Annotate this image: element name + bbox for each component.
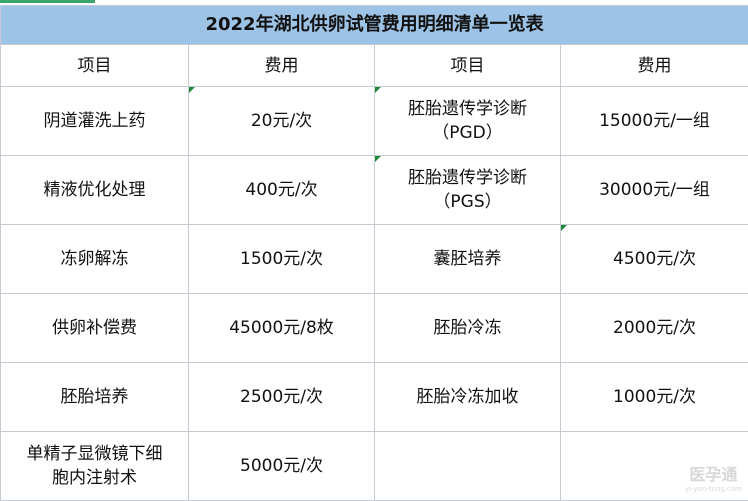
fee-cell[interactable]: 1000元/次: [561, 363, 748, 432]
fee-cell[interactable]: 2000元/次: [561, 294, 748, 363]
item-cell[interactable]: 单精子显微镜下细 胞内注射术: [1, 432, 189, 501]
fee-cell[interactable]: 20元/次: [189, 87, 375, 156]
item-cell[interactable]: 胚胎培养: [1, 363, 189, 432]
item-cell[interactable]: 阴道灌洗上药: [1, 87, 189, 156]
fee-cell[interactable]: 15000元/一组: [561, 87, 748, 156]
selected-column-indicator: [0, 0, 95, 3]
fee-cell[interactable]: 4500元/次: [561, 225, 748, 294]
item-cell[interactable]: 精液优化处理: [1, 156, 189, 225]
item-cell[interactable]: [375, 432, 561, 501]
fee-cell[interactable]: 5000元/次: [189, 432, 375, 501]
item-cell[interactable]: 胚胎冷冻加收: [375, 363, 561, 432]
table-title[interactable]: 2022年湖北供卵试管费用明细清单一览表: [1, 6, 748, 45]
item-cell[interactable]: 囊胚培养: [375, 225, 561, 294]
fee-cell[interactable]: 2500元/次: [189, 363, 375, 432]
fee-cell[interactable]: 1500元/次: [189, 225, 375, 294]
item-cell[interactable]: 冻卵解冻: [1, 225, 189, 294]
fee-cell[interactable]: 400元/次: [189, 156, 375, 225]
item-cell[interactable]: 胚胎冷冻: [375, 294, 561, 363]
header-fee[interactable]: 费用: [189, 45, 375, 87]
item-cell[interactable]: 胚胎遗传学诊断 （PGD）: [375, 87, 561, 156]
header-item[interactable]: 项目: [375, 45, 561, 87]
item-cell[interactable]: 供卵补偿费: [1, 294, 189, 363]
item-cell[interactable]: 胚胎遗传学诊断 （PGS）: [375, 156, 561, 225]
fee-cell[interactable]: 30000元/一组: [561, 156, 748, 225]
fee-cell[interactable]: 45000元/8枚: [189, 294, 375, 363]
header-fee[interactable]: 费用: [561, 45, 748, 87]
header-item[interactable]: 项目: [1, 45, 189, 87]
